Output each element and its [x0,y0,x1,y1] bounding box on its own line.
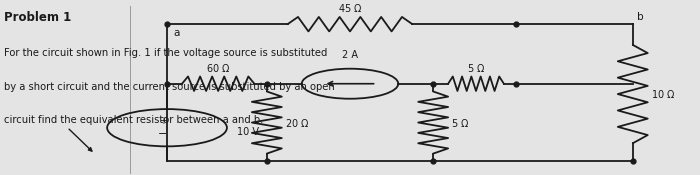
Text: 2 A: 2 A [342,50,358,60]
Text: 60 $\Omega$: 60 $\Omega$ [206,62,230,74]
Text: 10 V: 10 V [237,127,259,137]
Text: 5 $\Omega$: 5 $\Omega$ [467,62,485,74]
Text: 20 $\Omega$: 20 $\Omega$ [285,117,309,129]
Text: 10 $\Omega$: 10 $\Omega$ [651,88,676,100]
Text: −: − [158,129,167,139]
Text: by a short circuit and the current source is substituted by an open: by a short circuit and the current sourc… [4,82,335,92]
Text: b: b [637,12,643,22]
Text: a: a [174,28,180,38]
Text: For the circuit shown in Fig. 1 if the voltage source is substituted: For the circuit shown in Fig. 1 if the v… [4,48,328,58]
Text: 45 $\Omega$: 45 $\Omega$ [338,2,362,14]
Text: 5 $\Omega$: 5 $\Omega$ [452,117,470,129]
Text: +: + [159,116,167,126]
Text: Problem 1: Problem 1 [4,11,71,24]
Text: circuit find the equivalent resistor between a and b.: circuit find the equivalent resistor bet… [4,116,264,125]
